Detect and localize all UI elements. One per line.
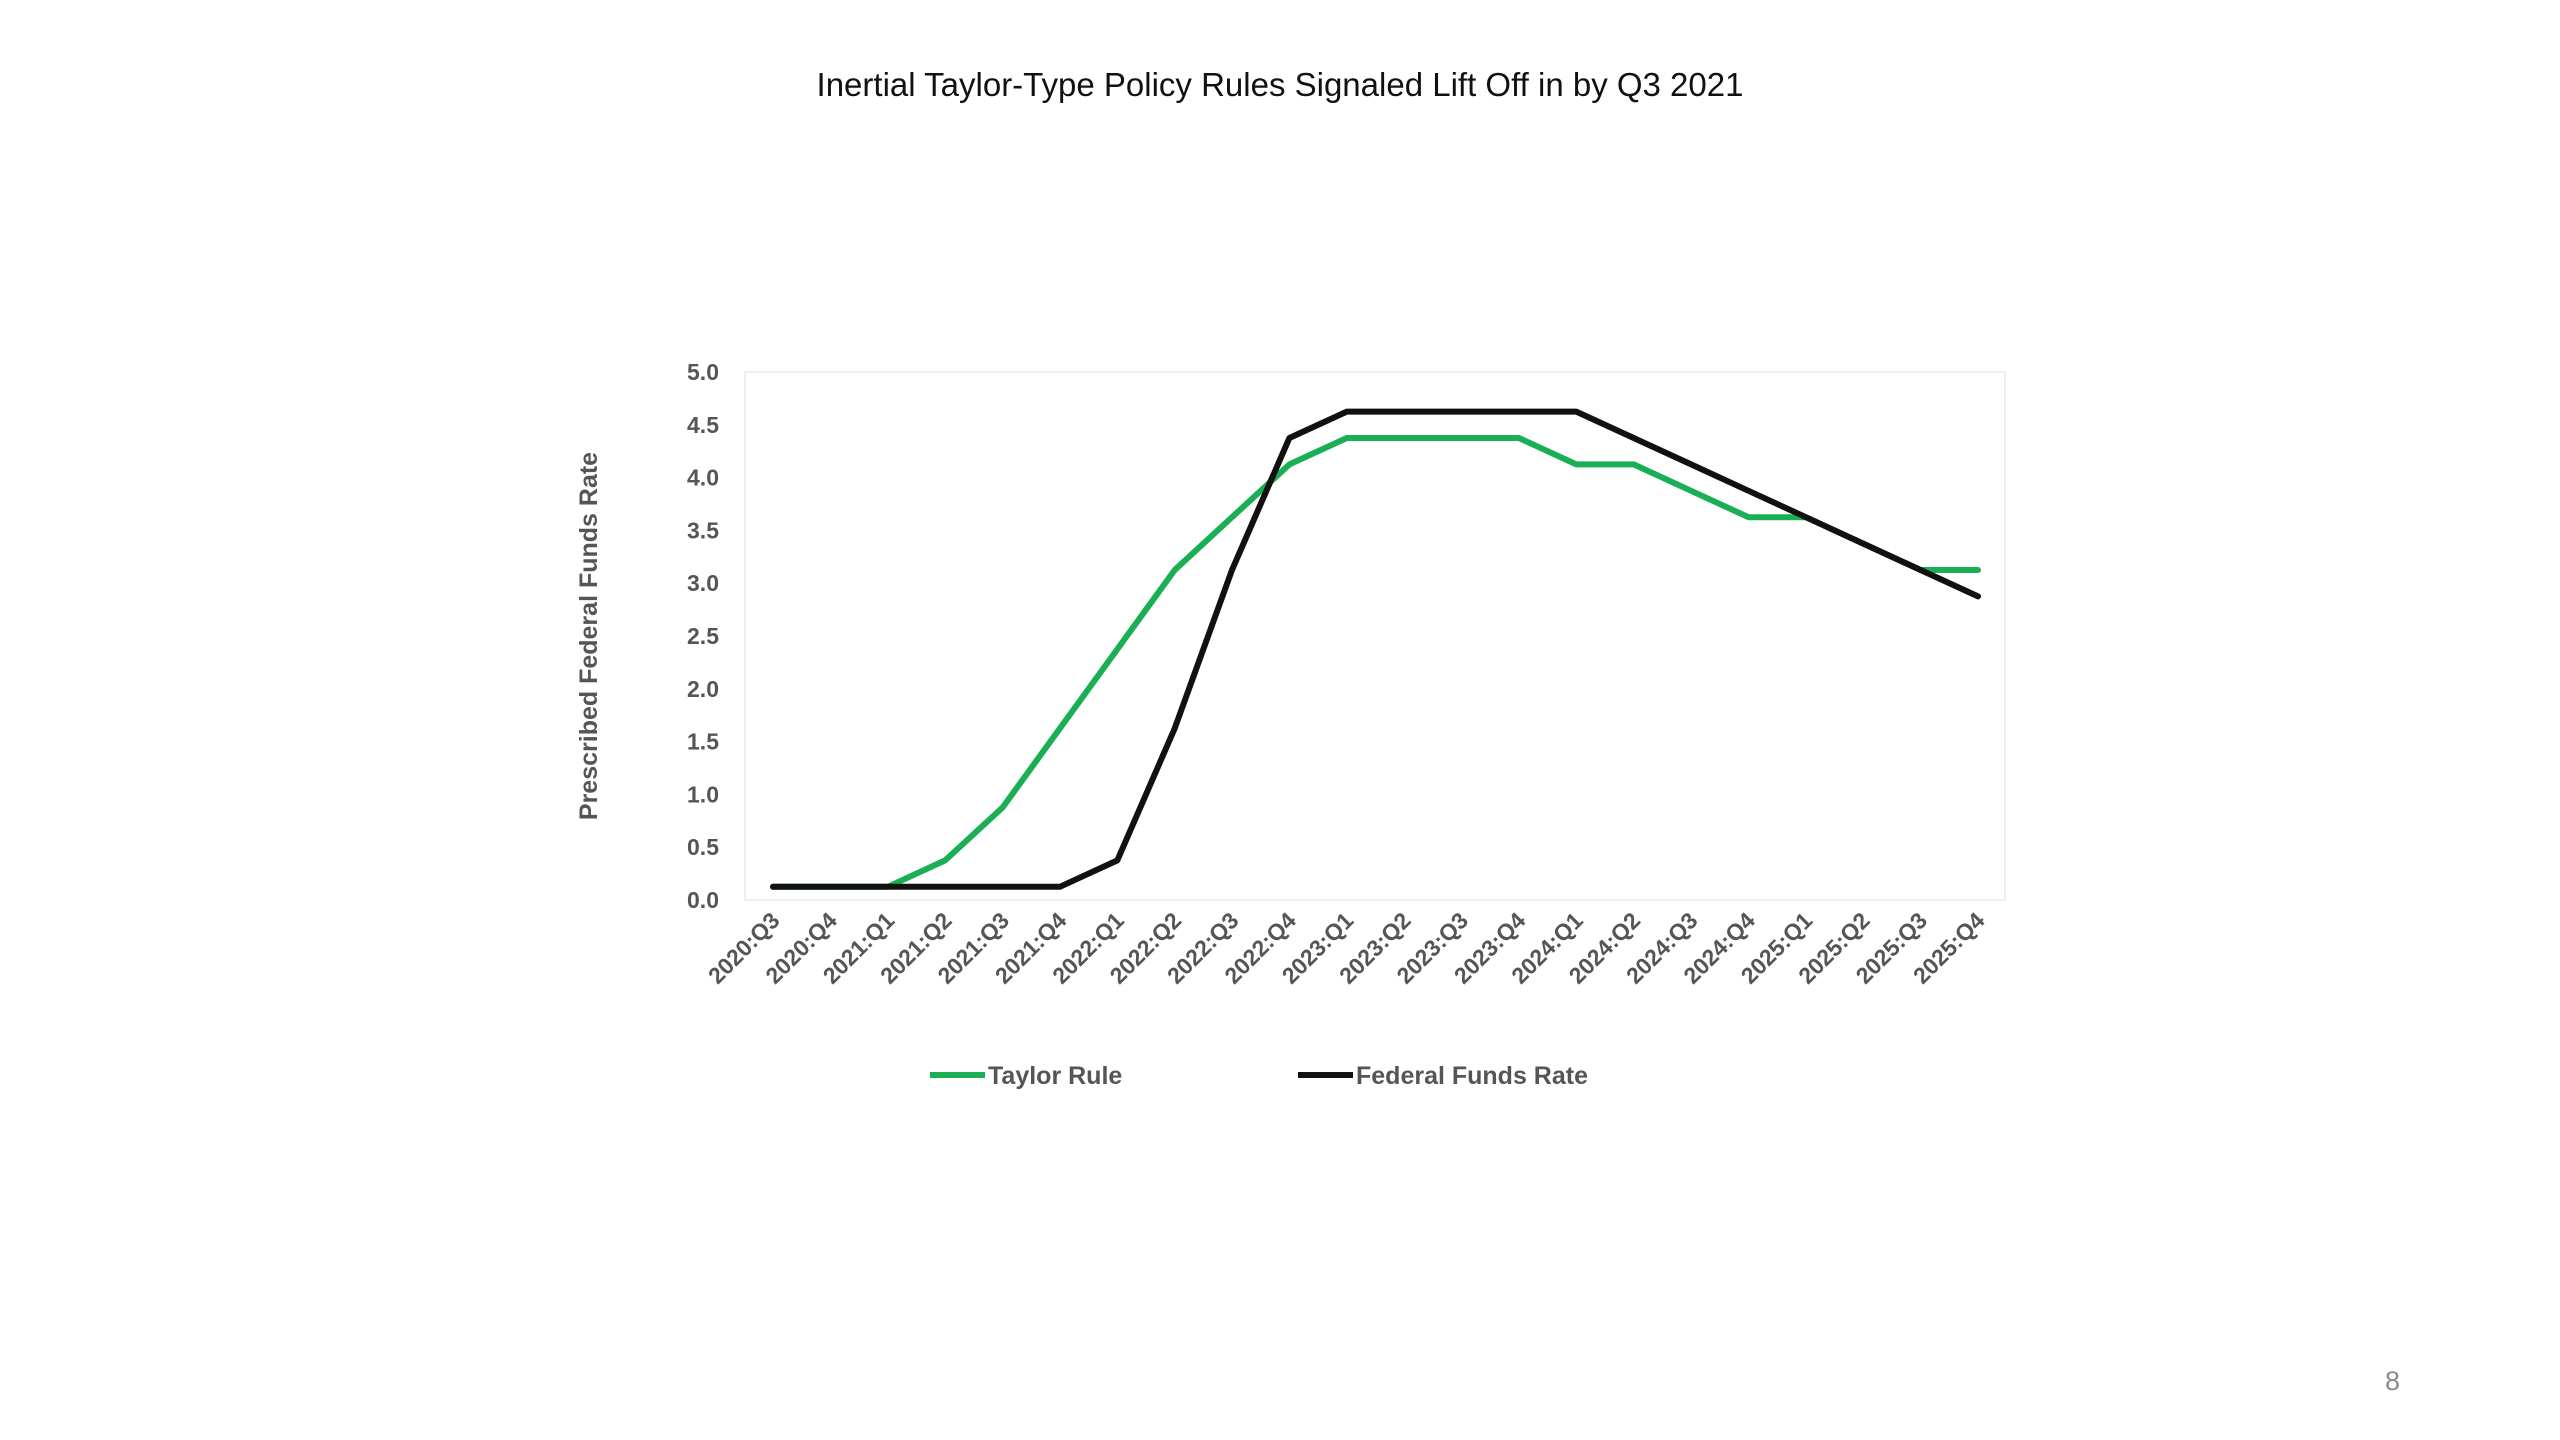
y-tick-label: 3.0	[687, 570, 719, 596]
legend: Taylor Rule Federal Funds Rate	[930, 1062, 1588, 1090]
y-tick-label: 1.5	[687, 729, 719, 755]
series-line-taylor-rule	[770, 435, 1981, 890]
series-line-federal-funds-rate	[770, 408, 1981, 890]
page-number: 8	[2384, 1366, 2400, 1396]
legend-label: Taylor Rule	[988, 1062, 1122, 1090]
y-tick-label: 3.5	[687, 517, 719, 543]
x-axis-ticks: 2020:Q32020:Q42021:Q12021:Q22021:Q32021:…	[703, 907, 1990, 989]
y-tick-label: 2.0	[687, 676, 719, 702]
y-tick-label: 4.5	[687, 412, 719, 438]
y-tick-label: 1.0	[687, 781, 719, 807]
series-lines	[770, 408, 1981, 890]
y-tick-label: 0.0	[687, 887, 719, 913]
plot-area	[744, 371, 2006, 901]
y-axis-title: Prescribed Federal Funds Rate	[575, 452, 603, 820]
y-axis-ticks: 0.0 0.5 1.0 1.5 2.0 2.5 3.0 3.5 4.0 4.5 5.0	[687, 359, 719, 913]
legend-label: Federal Funds Rate	[1356, 1062, 1588, 1090]
y-tick-label: 4.0	[687, 465, 719, 491]
y-tick-label: 0.5	[687, 834, 719, 860]
y-tick-label: 5.0	[687, 359, 719, 385]
y-tick-label: 2.5	[687, 623, 719, 649]
slide-title: Inertial Taylor-Type Policy Rules Signal…	[816, 66, 1744, 103]
